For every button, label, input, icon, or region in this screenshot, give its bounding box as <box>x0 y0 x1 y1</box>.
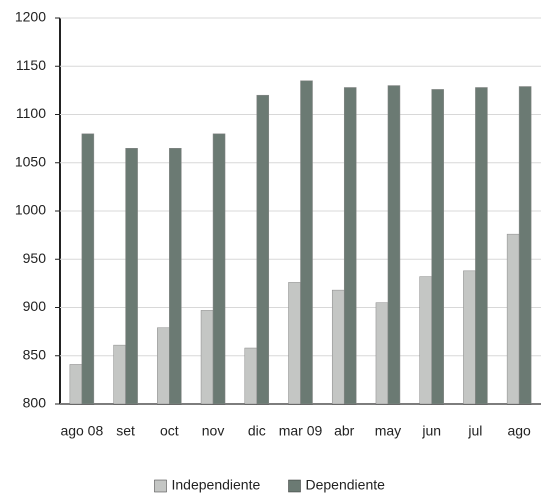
legend-label: Independiente <box>172 477 261 493</box>
bar <box>300 80 313 405</box>
bar <box>506 233 520 405</box>
bar <box>288 282 301 405</box>
y-tick-label: 900 <box>23 298 47 314</box>
bar <box>431 89 444 405</box>
y-tick-label: 1100 <box>16 105 46 121</box>
y-tick-label: 1000 <box>15 202 46 218</box>
y-tick-label: 1200 <box>15 9 46 25</box>
bar <box>81 133 95 405</box>
bar <box>518 86 532 405</box>
x-tick-label: jul <box>467 423 482 439</box>
bar <box>113 344 126 405</box>
y-tick-label: 1050 <box>15 153 46 169</box>
bar <box>463 270 476 405</box>
bar <box>375 302 389 405</box>
bar <box>343 87 357 405</box>
legend-swatch <box>154 479 167 493</box>
y-tick-label: 950 <box>23 250 47 266</box>
bar <box>256 94 270 405</box>
x-tick-label: mar 09 <box>279 423 323 439</box>
bar <box>475 87 488 405</box>
legend-swatch <box>288 479 301 493</box>
y-tick-label: 800 <box>23 395 47 411</box>
bar <box>387 85 401 405</box>
bar <box>157 327 170 405</box>
bar <box>69 364 83 405</box>
bar <box>125 148 138 405</box>
x-tick-label: oct <box>160 423 179 439</box>
x-tick-label: ago <box>507 423 531 439</box>
bar <box>331 289 345 405</box>
x-tick-label: jun <box>421 423 441 439</box>
x-tick-label: ago 08 <box>60 423 103 439</box>
legend-label: Dependiente <box>306 477 386 493</box>
bar <box>169 148 182 405</box>
x-tick-label: may <box>375 423 401 439</box>
y-tick-label: 850 <box>23 346 47 362</box>
bar <box>419 276 432 405</box>
x-tick-label: dic <box>248 423 266 439</box>
y-tick-label: 1150 <box>16 57 46 73</box>
bar <box>212 133 226 405</box>
x-tick-label: nov <box>202 423 225 439</box>
x-tick-label: set <box>116 423 135 439</box>
x-tick-label: abr <box>334 423 355 439</box>
bar <box>200 310 214 405</box>
bar <box>244 347 258 405</box>
